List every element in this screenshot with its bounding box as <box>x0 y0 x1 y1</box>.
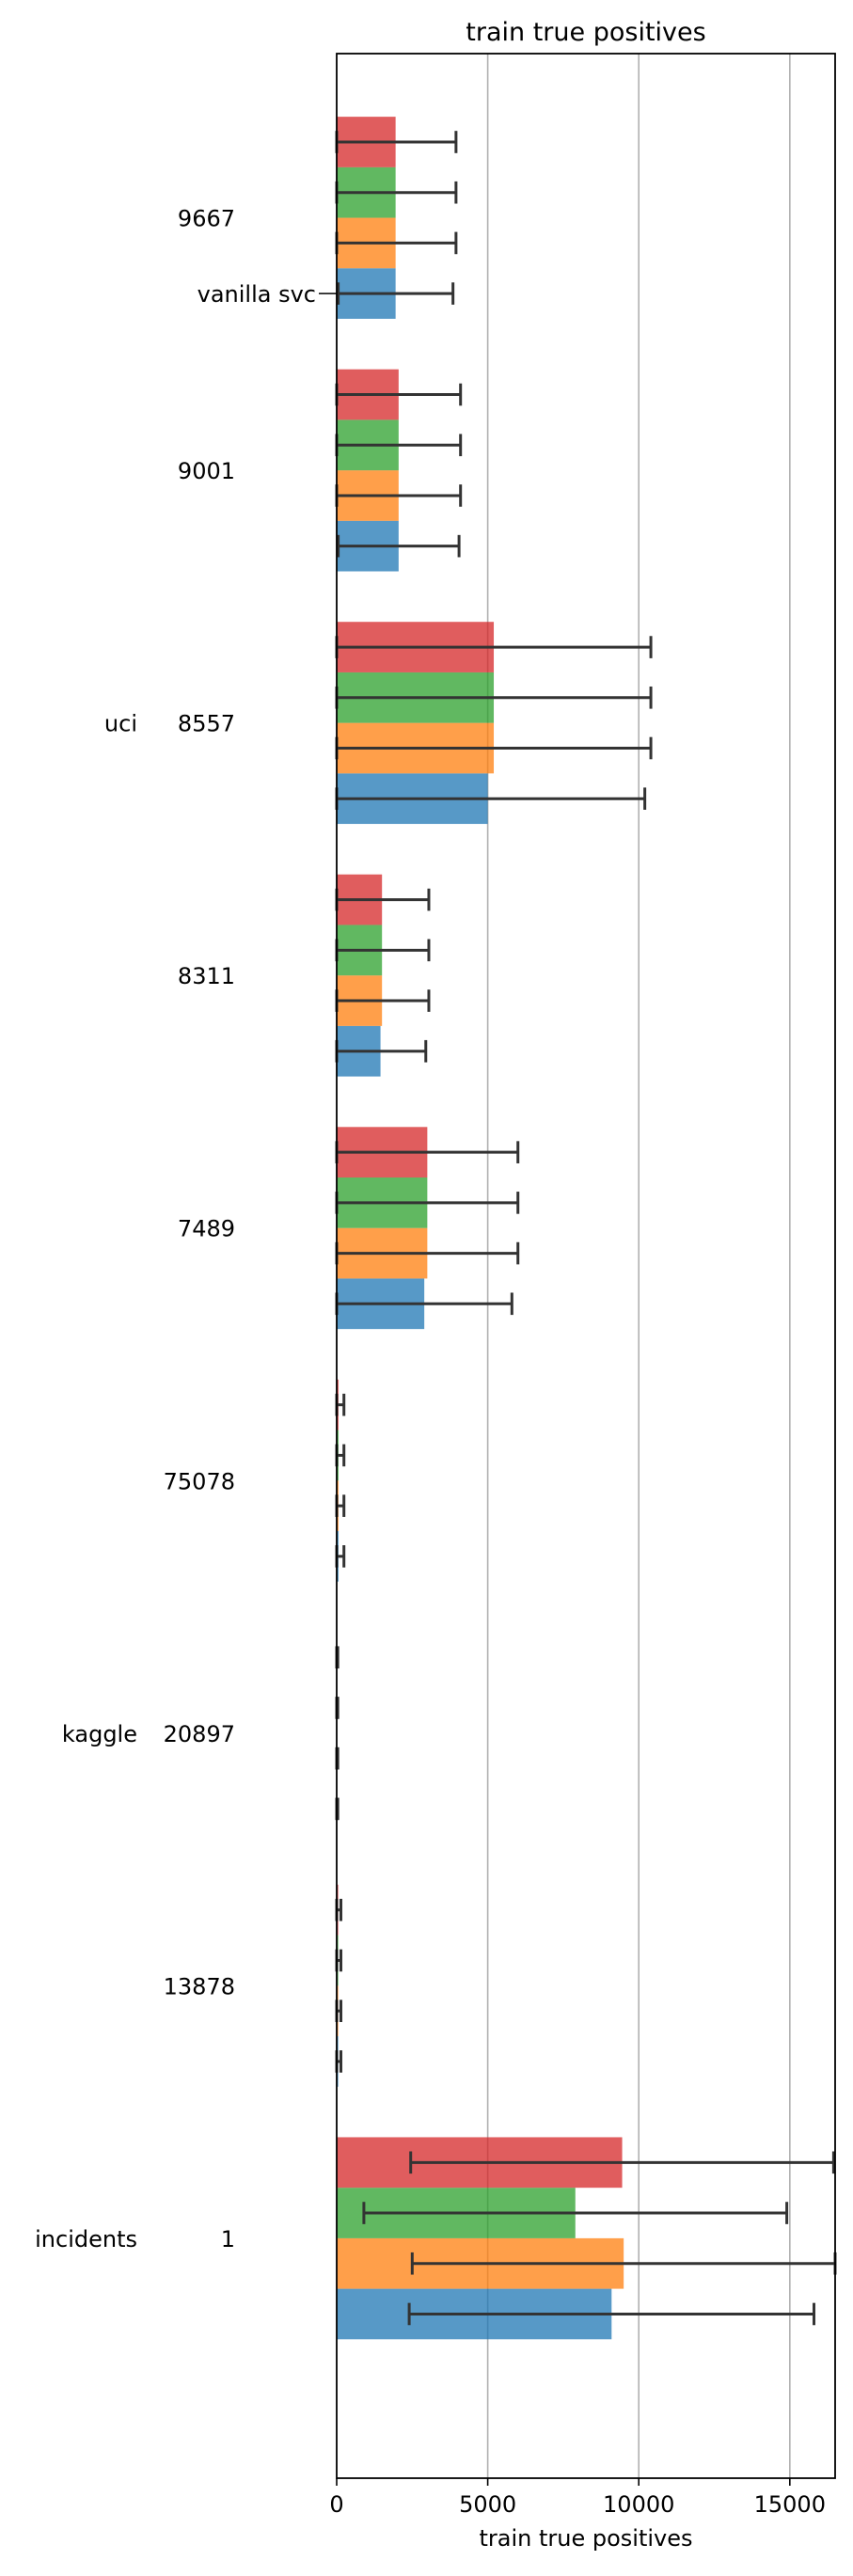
y-label-name-6: 20897 <box>164 1721 235 1747</box>
y-label-name-4: 7489 <box>178 1216 235 1242</box>
grid <box>486 54 791 2478</box>
y-label-name-8: 1 <box>221 2226 235 2252</box>
y-label-name-5: 75078 <box>164 1468 235 1494</box>
y-label-source-6: kaggle <box>62 1721 137 1747</box>
y-label-name-0: 9667 <box>178 206 235 232</box>
y-axis-labels: 9667 vanilla svc 9001 8557 uci 8311 7489 75078 2… <box>35 206 337 2252</box>
y-label-source-2: uci <box>104 711 137 737</box>
axes <box>336 53 836 2479</box>
y-label-name-2: 8557 <box>178 711 235 737</box>
plot-frame <box>336 53 836 2479</box>
y-label-name-1: 9001 <box>178 458 235 484</box>
bars <box>337 117 624 2340</box>
x-axis-ticks: 0 5000 10000 15000 <box>329 2478 826 2518</box>
x-tick-label-1: 5000 <box>459 2491 516 2518</box>
y-label-top-0: vanilla svc <box>197 281 316 308</box>
x-tick-label-0: 0 <box>329 2491 343 2518</box>
x-tick-label-3: 15000 <box>754 2491 826 2518</box>
chart-title: train true positives <box>466 18 705 47</box>
y-label-source-8: incidents <box>35 2226 137 2252</box>
x-axis-label: train true positives <box>479 2525 692 2552</box>
x-tick-label-2: 10000 <box>603 2491 674 2518</box>
y-label-name-3: 8311 <box>178 963 235 989</box>
y-label-name-7: 13878 <box>164 1973 235 1999</box>
